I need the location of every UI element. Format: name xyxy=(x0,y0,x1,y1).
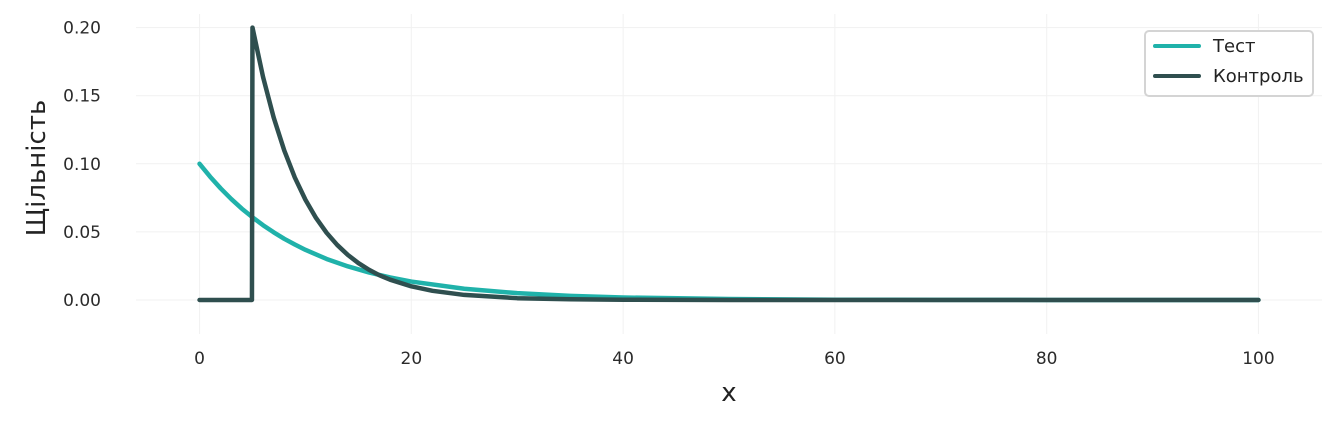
x-tick-label-4: 80 xyxy=(1036,349,1058,369)
y-tick-label-1: 0.05 xyxy=(63,223,101,243)
x-tick-label-3: 60 xyxy=(824,349,846,369)
y-axis-ticks: 0.00 0.05 0.10 0.15 0.20 xyxy=(63,19,101,311)
y-tick-label-4: 0.20 xyxy=(63,19,101,39)
x-tick-label-1: 20 xyxy=(401,349,423,369)
y-tick-label-0: 0.00 xyxy=(63,291,101,311)
x-axis-ticks: 0 20 40 60 80 100 xyxy=(194,349,1275,369)
legend-label-test: Тест xyxy=(1212,36,1255,57)
x-tick-label-5: 100 xyxy=(1242,349,1274,369)
y-axis-label: Щільність xyxy=(22,100,52,237)
legend: Тест Контроль xyxy=(1144,30,1314,97)
y-tick-label-3: 0.15 xyxy=(63,87,101,107)
y-tick-label-2: 0.10 xyxy=(63,155,101,175)
x-tick-label-0: 0 xyxy=(194,349,205,369)
x-tick-label-2: 40 xyxy=(612,349,634,369)
legend-label-control: Контроль xyxy=(1213,66,1304,87)
series-line-control xyxy=(197,25,1261,303)
series-lines xyxy=(197,25,1261,303)
x-axis-label: x xyxy=(721,378,736,408)
